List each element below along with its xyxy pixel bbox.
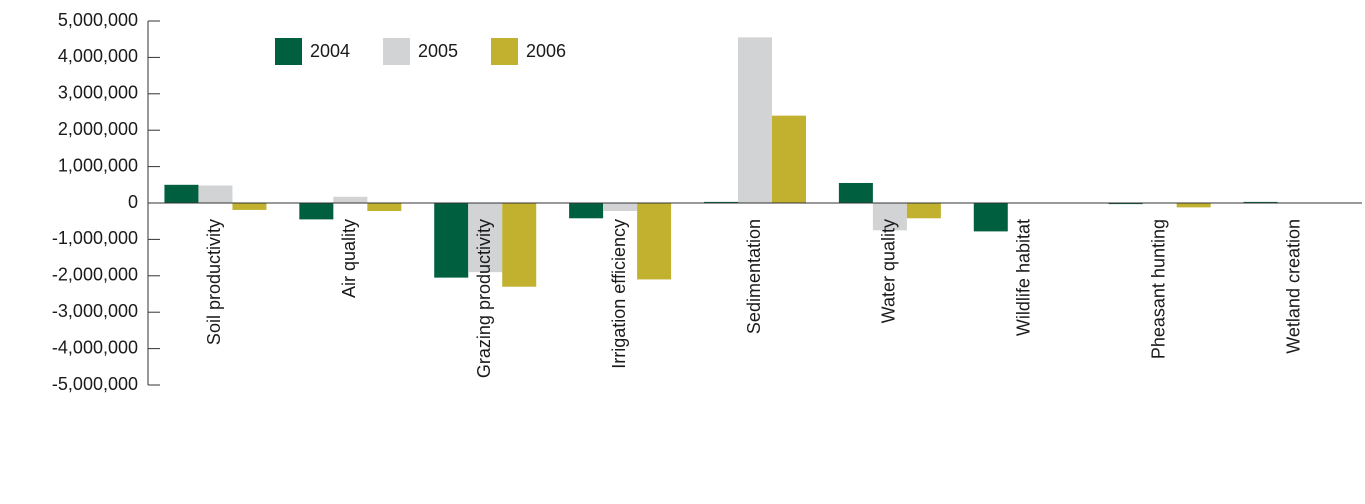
bar [906, 203, 941, 219]
x-tick-label: Grazing productivity [474, 219, 494, 378]
bar [333, 196, 368, 203]
y-tick-label: 2,000,000 [58, 119, 138, 139]
bar [1108, 203, 1143, 205]
y-tick-label: -2,000,000 [52, 265, 138, 285]
bar [198, 185, 233, 203]
y-tick-label: 4,000,000 [58, 46, 138, 66]
legend-swatch [275, 38, 302, 65]
bar [502, 203, 537, 287]
x-tick-label: Water quality [879, 219, 899, 323]
x-tick-label: Air quality [339, 219, 359, 298]
y-tick-label: -4,000,000 [52, 337, 138, 357]
y-tick-label: -3,000,000 [52, 301, 138, 321]
legend-label: 2005 [418, 41, 458, 61]
bar [838, 182, 873, 203]
y-tick-label: 3,000,000 [58, 83, 138, 103]
bar [973, 203, 1008, 232]
bar [164, 184, 199, 203]
bar [434, 203, 469, 278]
x-tick-label: Wetland creation [1283, 219, 1303, 354]
bar [872, 203, 907, 231]
bar [468, 203, 503, 273]
bar [569, 203, 604, 219]
y-tick-label: -1,000,000 [52, 228, 138, 248]
bar [637, 203, 672, 280]
bar [704, 201, 738, 203]
x-tick-label: Sedimentation [744, 219, 764, 334]
legend-swatch [383, 38, 410, 65]
x-tick-label: Soil productivity [204, 219, 224, 345]
bar [299, 203, 334, 220]
x-tick-label: Pheasant hunting [1148, 219, 1168, 359]
legend-label: 2004 [310, 41, 350, 61]
bar [1176, 203, 1211, 208]
y-tick-label: 0 [128, 192, 138, 212]
bar [772, 115, 806, 203]
x-tick-label: Wildlife habitat [1014, 219, 1034, 336]
bar [367, 203, 402, 212]
bar [1243, 201, 1278, 203]
x-tick-label: Irrigation efficiency [609, 219, 629, 369]
bar [603, 203, 638, 212]
bar [738, 37, 772, 203]
y-tick-label: 5,000,000 [58, 10, 138, 30]
y-tick-label: -5,000,000 [52, 374, 138, 394]
bar [232, 203, 267, 210]
legend-swatch [491, 38, 518, 65]
legend-label: 2006 [526, 41, 566, 61]
y-tick-label: 1,000,000 [58, 155, 138, 175]
